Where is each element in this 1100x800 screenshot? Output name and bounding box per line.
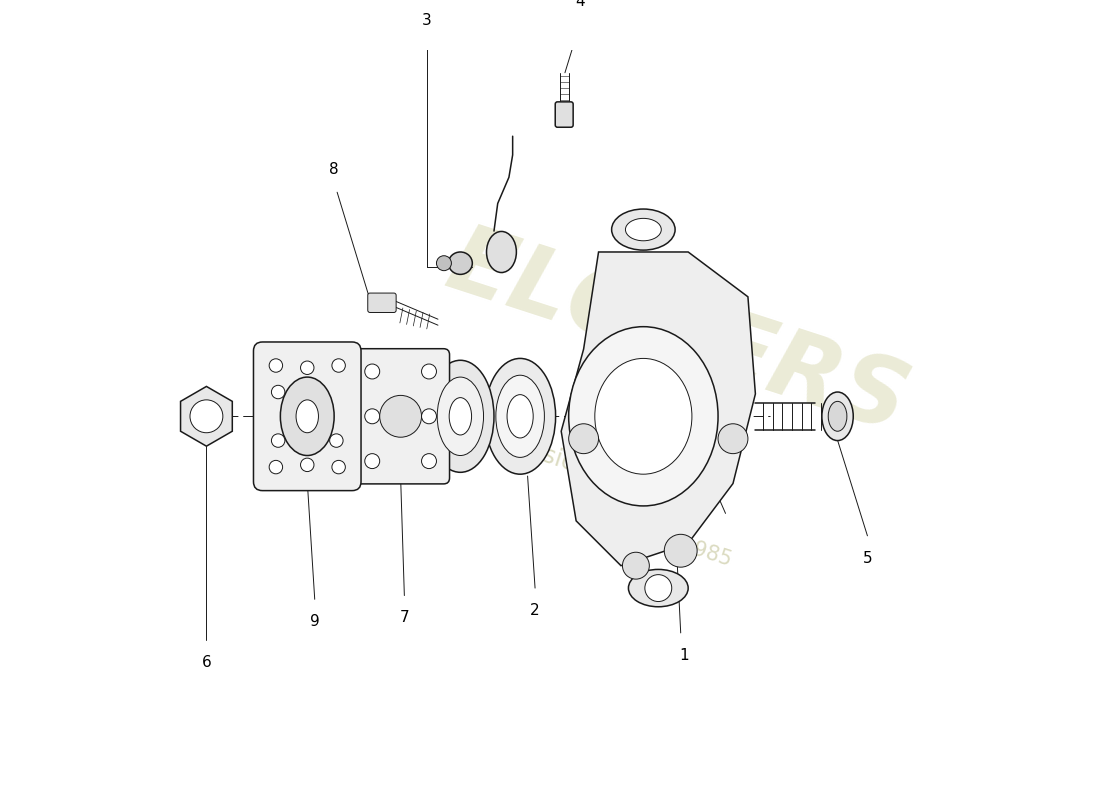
- Ellipse shape: [485, 358, 556, 474]
- Ellipse shape: [496, 375, 544, 458]
- Ellipse shape: [628, 570, 689, 606]
- Ellipse shape: [437, 256, 451, 270]
- Ellipse shape: [486, 231, 516, 273]
- Ellipse shape: [296, 400, 319, 433]
- Ellipse shape: [569, 326, 718, 506]
- Circle shape: [379, 395, 421, 438]
- Circle shape: [272, 386, 285, 398]
- Text: 8: 8: [329, 162, 338, 178]
- Circle shape: [623, 552, 649, 579]
- Ellipse shape: [612, 209, 675, 250]
- Circle shape: [365, 364, 380, 379]
- Circle shape: [365, 409, 380, 424]
- Circle shape: [330, 434, 343, 447]
- Text: 7: 7: [399, 610, 409, 626]
- Ellipse shape: [822, 392, 854, 441]
- Text: 6: 6: [201, 655, 211, 670]
- Text: ELCHERS: ELCHERS: [436, 217, 918, 452]
- Text: a passion for parts: a passion for parts: [478, 423, 696, 514]
- Circle shape: [300, 458, 313, 471]
- Text: 5: 5: [862, 550, 872, 566]
- FancyBboxPatch shape: [352, 349, 450, 484]
- Polygon shape: [180, 386, 232, 446]
- Circle shape: [645, 574, 672, 602]
- Ellipse shape: [626, 218, 661, 241]
- FancyBboxPatch shape: [556, 102, 573, 127]
- FancyBboxPatch shape: [253, 342, 361, 490]
- Circle shape: [332, 358, 345, 372]
- Circle shape: [365, 454, 380, 469]
- Text: 4: 4: [575, 0, 585, 10]
- Circle shape: [421, 409, 437, 424]
- Circle shape: [272, 434, 285, 447]
- Ellipse shape: [449, 398, 472, 435]
- Circle shape: [664, 534, 697, 567]
- Polygon shape: [561, 252, 756, 566]
- Text: since 1985: since 1985: [619, 516, 734, 570]
- Ellipse shape: [280, 377, 334, 455]
- Text: 2: 2: [530, 603, 540, 618]
- Circle shape: [270, 358, 283, 372]
- Ellipse shape: [828, 402, 847, 431]
- Ellipse shape: [449, 252, 472, 274]
- Text: 9: 9: [310, 614, 320, 629]
- Circle shape: [421, 454, 437, 469]
- Ellipse shape: [595, 358, 692, 474]
- Ellipse shape: [507, 394, 534, 438]
- Text: 1: 1: [680, 648, 690, 663]
- Circle shape: [332, 460, 345, 474]
- Ellipse shape: [437, 377, 484, 455]
- FancyBboxPatch shape: [367, 293, 396, 313]
- Circle shape: [421, 364, 437, 379]
- Circle shape: [569, 424, 598, 454]
- Circle shape: [190, 400, 223, 433]
- Text: 3: 3: [422, 13, 431, 28]
- Circle shape: [270, 460, 283, 474]
- Circle shape: [718, 424, 748, 454]
- Circle shape: [300, 361, 313, 374]
- Ellipse shape: [427, 360, 494, 472]
